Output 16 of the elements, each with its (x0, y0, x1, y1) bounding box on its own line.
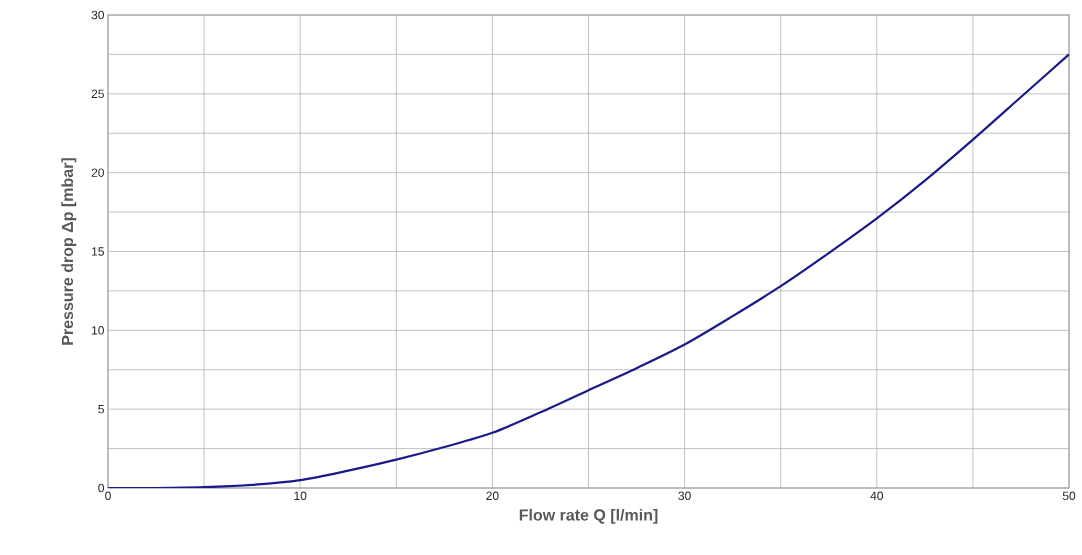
x-axis-title: Flow rate Q [l/min] (519, 508, 658, 524)
y-tick-label: 30 (91, 10, 104, 20)
x-tick-label: 20 (486, 491, 499, 501)
y-tick-label: 5 (98, 404, 104, 414)
x-tick-label: 0 (105, 491, 111, 501)
y-axis-title: Pressure drop Δp [mbar] (61, 158, 77, 345)
x-tick-label: 30 (678, 491, 691, 501)
x-tick-label: 50 (1062, 491, 1076, 501)
y-tick-label: 20 (91, 168, 104, 177)
y-tick-label: 10 (92, 326, 104, 335)
y-tick-label: 0 (98, 483, 105, 493)
line-series (108, 53, 1070, 488)
y-tick-label: 25 (91, 89, 104, 99)
y-tick-label: 15 (92, 247, 104, 256)
x-tick-label: 40 (870, 491, 884, 501)
x-tick-label: 10 (294, 491, 307, 501)
